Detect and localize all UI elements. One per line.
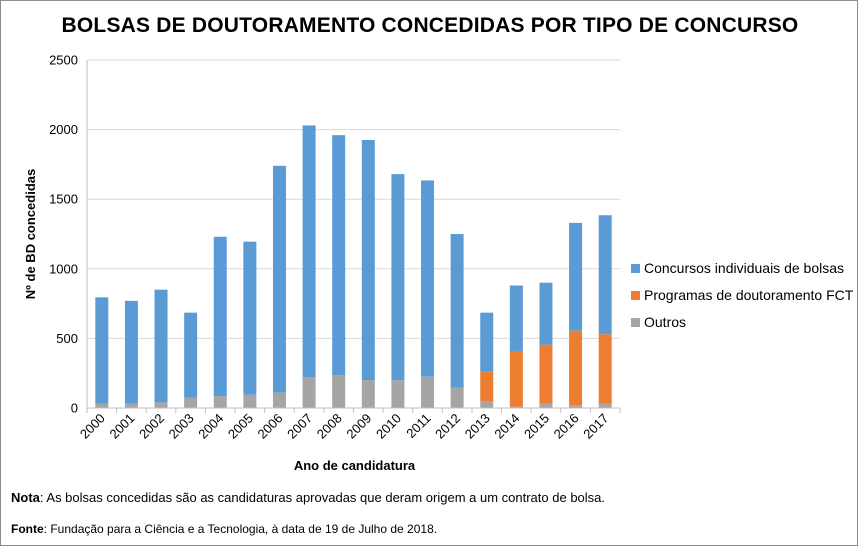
x-tick-label: 2017 xyxy=(580,411,611,442)
x-tick-label: 2007 xyxy=(284,411,315,442)
bar-segment xyxy=(539,282,553,345)
x-tick-label: 2014 xyxy=(491,411,522,442)
source-text: Fonte: Fundação para a Ciência e a Tecno… xyxy=(11,522,437,536)
bar-segment xyxy=(332,375,346,408)
bars xyxy=(95,125,612,408)
bar-segment xyxy=(124,300,138,404)
bar-segment xyxy=(332,135,346,376)
source-body: : Fundação para a Ciência e a Tecnologia… xyxy=(43,522,438,536)
bar-segment xyxy=(243,241,257,395)
bar-segment xyxy=(391,380,405,408)
bar-segment xyxy=(95,297,109,404)
legend-swatch xyxy=(631,318,640,327)
legend-label: Programas de doutoramento FCT xyxy=(644,287,854,303)
bar-segment xyxy=(421,376,435,408)
bar-segment xyxy=(539,403,553,408)
legend: Concursos individuais de bolsas Programas… xyxy=(631,260,854,330)
bar-segment xyxy=(598,215,612,335)
bar-segment xyxy=(95,403,109,408)
x-tick-label: 2009 xyxy=(343,411,374,442)
bar-segment xyxy=(569,222,583,331)
bar-segment xyxy=(450,387,464,408)
x-tick-label: 2013 xyxy=(462,411,493,442)
y-axis-title: Nº de BD concedidas xyxy=(23,169,38,299)
y-tick-label: 0 xyxy=(71,401,78,416)
x-tick-label: 2006 xyxy=(255,411,286,442)
bar-segment xyxy=(569,330,583,406)
note-text: Nota: As bolsas concedidas são as candid… xyxy=(11,490,605,505)
x-tick-label: 2001 xyxy=(106,411,137,442)
bar-segment xyxy=(598,334,612,404)
bar-segment xyxy=(509,285,523,351)
x-tick-labels: 2000200120022003200420052006200720082009… xyxy=(77,411,611,442)
bar-segment xyxy=(509,406,523,408)
bar-segment xyxy=(361,140,375,381)
bar-segment xyxy=(302,125,316,378)
note-body: : As bolsas concedidas são as candidatur… xyxy=(39,490,606,505)
bar-segment xyxy=(421,180,435,377)
chart-title: BOLSAS DE DOUTORAMENTO CONCEDIDAS POR TI… xyxy=(61,14,799,37)
bar-segment xyxy=(272,165,286,393)
y-tick-label: 500 xyxy=(56,331,78,346)
legend-swatch xyxy=(631,264,640,273)
bar-segment xyxy=(154,402,168,408)
bar-segment xyxy=(598,403,612,408)
bar-segment xyxy=(509,350,523,407)
legend-label: Concursos individuais de bolsas xyxy=(644,260,844,276)
bar-segment xyxy=(391,174,405,381)
bar-segment xyxy=(480,371,494,402)
bar-segment xyxy=(213,396,227,408)
x-tick-label: 2015 xyxy=(521,411,552,442)
y-tick-label: 1000 xyxy=(49,261,78,276)
x-tick-label: 2012 xyxy=(432,411,463,442)
y-tick-label: 2000 xyxy=(49,122,78,137)
y-tick-labels: 0 500 1000 1500 2000 2500 xyxy=(49,53,78,416)
y-tick-label: 2500 xyxy=(49,53,78,68)
note-label: Nota xyxy=(11,490,40,505)
bar-segment xyxy=(184,312,198,398)
x-tick-label: 2011 xyxy=(403,411,433,441)
x-tick-label: 2002 xyxy=(136,411,167,442)
gridlines xyxy=(87,59,620,339)
bar-segment xyxy=(154,289,168,403)
x-tick-label: 2005 xyxy=(225,411,256,442)
y-tick-label: 1500 xyxy=(49,192,78,207)
bar-segment xyxy=(450,234,464,388)
bar-segment xyxy=(480,312,494,372)
x-tick-label: 2016 xyxy=(551,411,582,442)
bar-segment xyxy=(124,403,138,408)
x-tick-label: 2008 xyxy=(314,411,345,442)
bar-segment xyxy=(243,394,257,408)
x-tick-label: 2010 xyxy=(373,411,404,442)
legend-swatch xyxy=(631,291,640,300)
source-label: Fonte xyxy=(11,522,44,536)
bar-segment xyxy=(302,377,316,408)
x-axis-title: Ano de candidatura xyxy=(294,458,416,473)
bar-segment xyxy=(361,380,375,408)
legend-label: Outros xyxy=(644,314,686,330)
x-tick-label: 2003 xyxy=(166,411,197,442)
bar-segment xyxy=(213,236,227,397)
bar-segment xyxy=(480,401,494,408)
x-tick-label: 2000 xyxy=(77,411,108,442)
bar-segment xyxy=(272,392,286,408)
x-tick-label: 2004 xyxy=(195,411,226,442)
axes xyxy=(86,60,621,413)
bar-segment xyxy=(184,397,198,408)
bar-segment xyxy=(569,405,583,408)
bar-segment xyxy=(539,344,553,404)
